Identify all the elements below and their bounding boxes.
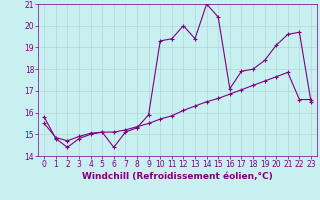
X-axis label: Windchill (Refroidissement éolien,°C): Windchill (Refroidissement éolien,°C) xyxy=(82,172,273,181)
